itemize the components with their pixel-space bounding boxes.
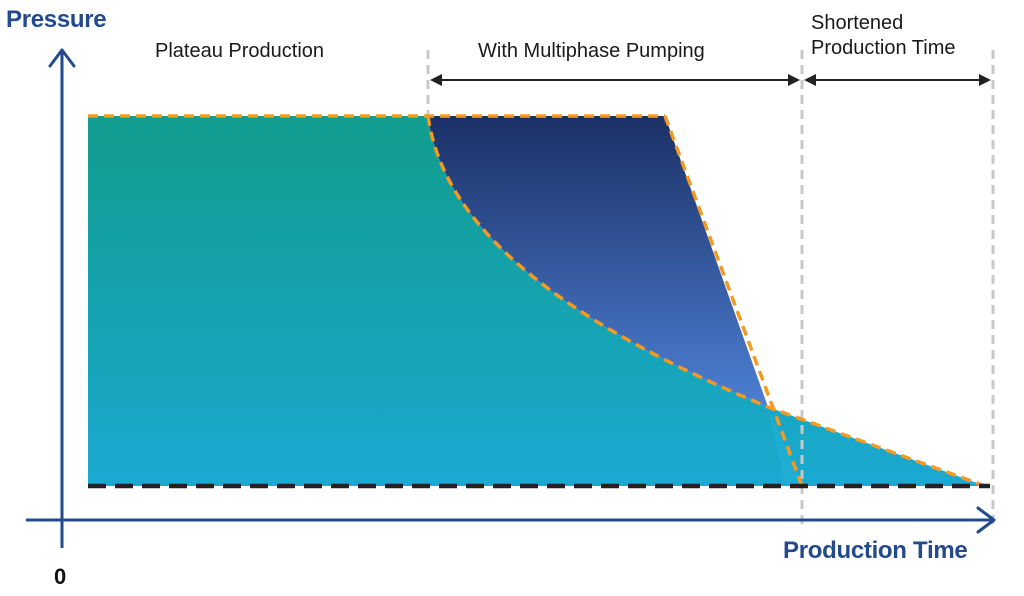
shortened-time-label-line1: Shortened xyxy=(811,12,904,34)
multiphase-decline-line xyxy=(663,115,804,487)
multiphase-pumping-label: With Multiphase Pumping xyxy=(478,40,705,62)
x-axis xyxy=(26,506,996,534)
y-axis-title: Pressure xyxy=(6,6,107,33)
natural-decline-curve xyxy=(426,115,986,488)
shortened-time-label-line2: Production Time xyxy=(811,37,956,59)
multiphase-gain-area xyxy=(428,116,768,407)
y-axis xyxy=(48,48,76,548)
plateau-production-label: Plateau Production xyxy=(155,40,325,62)
shortened-span-arrow xyxy=(804,74,991,86)
origin-label: 0 xyxy=(54,564,67,589)
x-axis-title: Production Time xyxy=(783,537,968,564)
natural-production-area xyxy=(88,116,985,486)
multiphase-span-arrow xyxy=(430,74,800,86)
